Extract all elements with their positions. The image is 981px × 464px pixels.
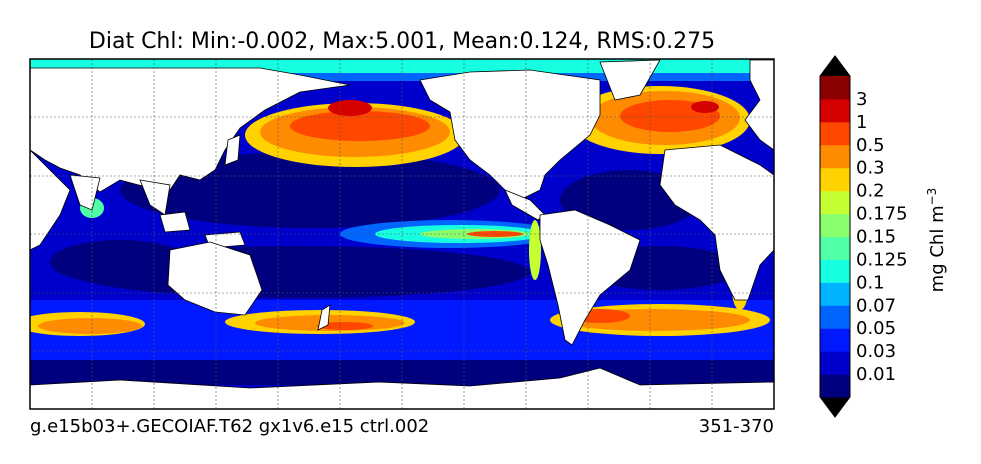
colorbar-tick-label-10: 0.5 [856,135,885,156]
india [69,174,101,211]
colorbar-extend-max [820,56,850,76]
colorbar-segment-7 [820,213,850,237]
south-america [539,209,641,346]
colorbar-tick-label-4: 0.1 [856,272,885,293]
colorbar-tick-label-3: 0.07 [856,295,896,316]
colorbar-tick-label-6: 0.15 [856,227,896,248]
map-frame [29,58,775,410]
colorbar-tick-label-11: 1 [856,112,867,133]
colorbar-tick-label-1: 0.03 [856,341,896,362]
colorbar-extend-min [820,397,850,417]
chlorophyll-contour-22 [691,101,719,113]
footer-year-range: 351-370 [699,416,774,437]
colorbar-tick-label-2: 0.05 [856,318,896,339]
africa [659,144,774,301]
europe-east [744,59,774,151]
chart-title: Diat Chl: Min:-0.002, Max:5.001, Mean:0.… [89,29,715,54]
colorbar-segment-9 [820,167,850,192]
colorbar-tick-label-5: 0.125 [856,249,908,270]
colorbar-segment-6 [820,236,850,260]
colorbar-segment-4 [820,282,850,306]
chlorophyll-contour-24 [38,318,142,334]
eurasia [30,67,351,193]
chlorophyll-contour-1 [120,152,500,228]
colorbar-segment-1 [820,351,850,375]
chlorophyll-contour-27 [317,322,373,330]
colorbar-tick-label-12: 3 [856,89,867,110]
japan [224,134,241,166]
colorbar-tick-label-9: 0.3 [856,158,885,179]
colorbar-segment-3 [820,305,850,329]
footer-run-name: g.e15b03+.GECOIAF.T62 gx1v6.e15 ctrl.002 [30,416,429,437]
colorbar-tick-label-8: 0.2 [856,181,885,202]
colorbar-segment-8 [820,190,850,215]
colorbar-segment-10 [820,144,850,169]
land-mask [30,59,774,409]
new-zealand [317,304,331,331]
colorbar-segment-13 [820,76,850,100]
colorbar-segment-5 [820,259,850,283]
australia [167,241,263,316]
chlorophyll-contour-17 [290,111,430,141]
graticule [30,59,774,409]
colorbar-label: mg Chl m−3 [925,188,948,293]
chlorophyll-contour-31 [529,220,541,280]
africa-east [30,149,71,251]
colorbar-segment-0 [820,374,850,398]
colorbar: 0.010.030.050.070.10.1250.150.1750.20.30… [819,55,908,418]
colorbar-label-exponent: −3 [925,188,939,206]
chlorophyll-contour-18 [328,100,372,116]
borneo [159,211,191,233]
greenland [599,59,661,101]
colorbar-segment-11 [820,121,850,146]
map-panel [29,58,775,410]
north-america [419,69,601,201]
colorbar-tick-label-7: 0.175 [856,204,908,225]
colorbar-label-text: mg Chl m [927,205,948,292]
colorbar-segment-12 [820,98,850,123]
colorbar-tick-label-0: 0.01 [856,364,896,385]
chlorophyll-contour-5 [50,240,190,284]
colorbar-frame [819,55,851,418]
colorbar-segment-2 [820,328,850,352]
